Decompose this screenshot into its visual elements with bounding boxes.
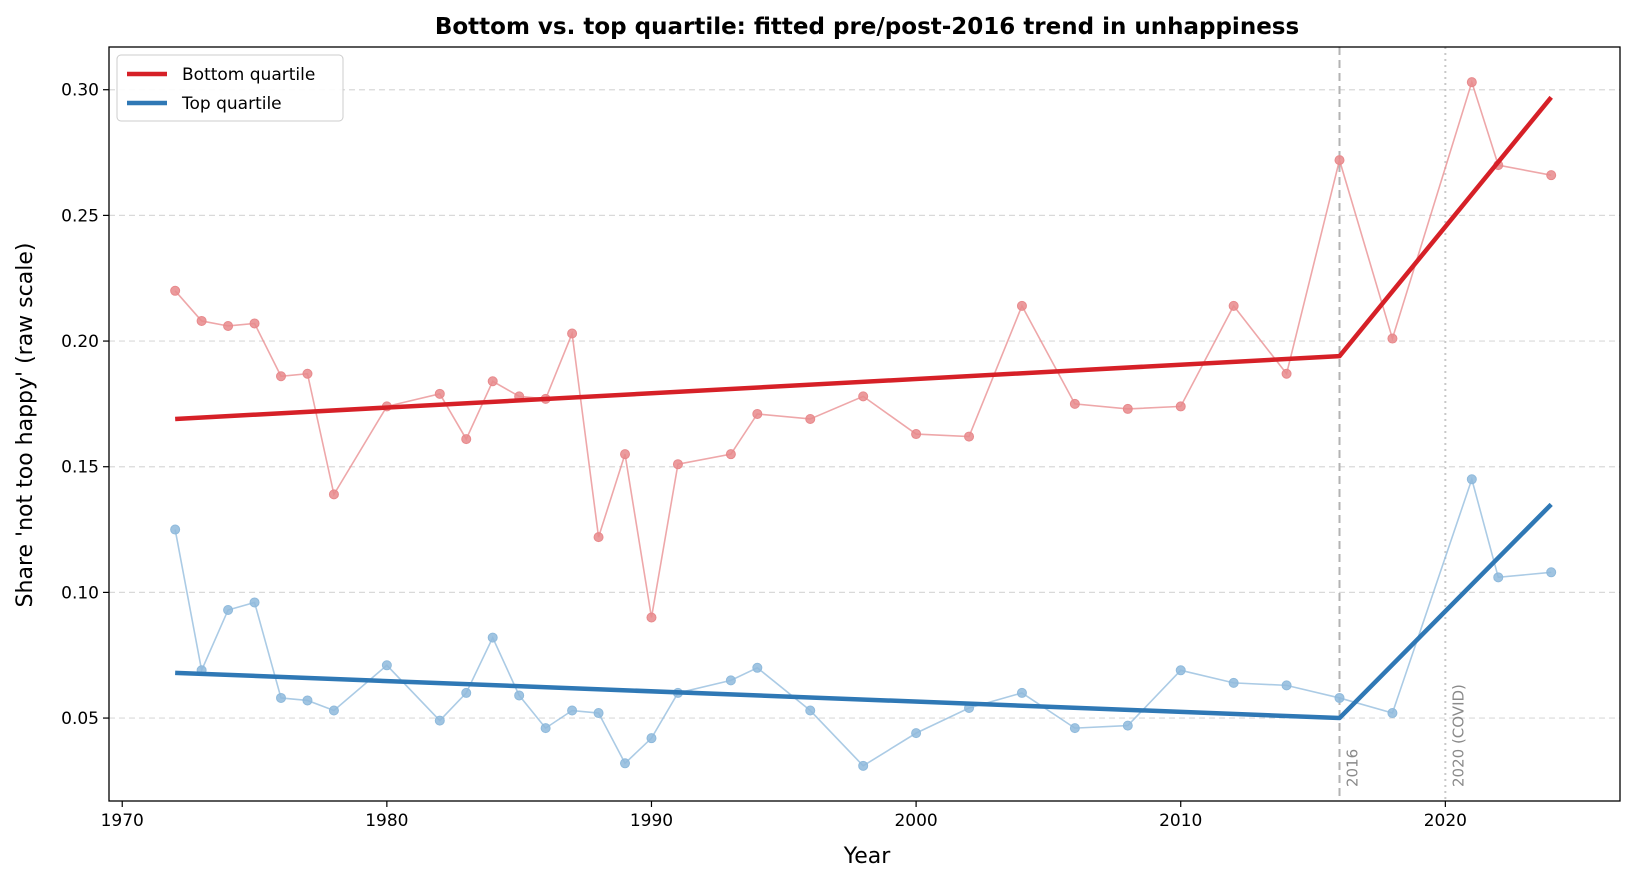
data-point <box>752 662 763 673</box>
data-point <box>911 429 922 440</box>
data-point <box>567 328 578 339</box>
data-point <box>1281 680 1292 691</box>
data-point <box>1546 567 1557 578</box>
data-point <box>1334 692 1345 703</box>
data-point <box>249 597 260 608</box>
data-point <box>461 434 472 445</box>
legend-entry: Bottom quartile <box>182 65 315 85</box>
data-point <box>1493 572 1504 583</box>
data-point <box>170 285 181 296</box>
y-tick-label: 0.10 <box>61 583 99 603</box>
data-point <box>223 320 234 331</box>
raw-series-line <box>174 476 1552 767</box>
data-point <box>434 388 445 399</box>
data-point <box>276 371 287 382</box>
reference-line-label: 2020 (COVID) <box>1449 684 1467 787</box>
x-tick-label: 1970 <box>101 811 144 831</box>
data-point <box>276 692 287 703</box>
data-point <box>1546 170 1557 181</box>
data-point <box>1016 300 1027 311</box>
legend: Bottom quartile Top quartile <box>116 54 344 122</box>
data-point <box>752 408 763 419</box>
data-point <box>911 728 922 739</box>
data-point <box>1175 665 1186 676</box>
y-tick-label: 0.30 <box>61 81 99 101</box>
data-point <box>223 604 234 615</box>
data-point <box>328 705 339 716</box>
data-point <box>1466 474 1477 485</box>
reference-line-label: 2016 <box>1343 749 1361 787</box>
data-point <box>805 413 816 424</box>
x-tick-label: 2010 <box>1159 811 1202 831</box>
raw-series-layer <box>170 77 1557 771</box>
data-point <box>381 660 392 671</box>
data-point <box>1175 401 1186 412</box>
y-axis-title: Share 'not too happy' (raw scale) <box>13 243 38 608</box>
data-point <box>1122 720 1133 731</box>
data-point <box>620 758 631 769</box>
plot-frame <box>108 46 1621 802</box>
legend-entry: Top quartile <box>181 94 282 114</box>
data-point <box>487 376 498 387</box>
x-axis-ticks: 1970 1980 1990 2000 2010 2020 <box>101 801 1467 831</box>
data-point <box>487 632 498 643</box>
data-point <box>1334 155 1345 166</box>
data-point <box>1069 398 1080 409</box>
data-point <box>1228 300 1239 311</box>
y-tick-label: 0.20 <box>61 332 99 352</box>
data-point <box>620 449 631 460</box>
fitted-trend-line <box>175 502 1553 721</box>
data-point <box>646 612 657 623</box>
fitted-trend-layer <box>175 95 1553 721</box>
chart-title: Bottom vs. top quartile: fitted pre/post… <box>435 14 1299 40</box>
data-point <box>196 315 207 326</box>
data-point <box>461 687 472 698</box>
x-tick-label: 1980 <box>365 811 408 831</box>
data-point <box>646 733 657 744</box>
x-tick-label: 1990 <box>630 811 673 831</box>
data-point <box>1228 677 1239 688</box>
data-point <box>1069 723 1080 734</box>
data-point <box>302 695 313 706</box>
data-point <box>1122 403 1133 414</box>
data-point <box>567 705 578 716</box>
data-point <box>725 675 736 686</box>
data-point <box>858 760 869 771</box>
data-point <box>964 431 975 442</box>
data-point <box>1387 333 1398 344</box>
legend-box <box>116 54 344 122</box>
data-point <box>672 459 683 470</box>
grid-layer <box>109 89 1620 719</box>
data-point <box>540 723 551 734</box>
y-tick-label: 0.25 <box>61 206 99 226</box>
data-point <box>725 449 736 460</box>
data-point <box>328 489 339 500</box>
data-point <box>249 318 260 329</box>
y-axis-ticks: 0.05 0.10 0.15 0.20 0.25 0.30 <box>61 81 109 729</box>
data-point <box>1387 708 1398 719</box>
data-point <box>434 715 445 726</box>
data-point <box>858 391 869 402</box>
data-point <box>1016 687 1027 698</box>
x-tick-label: 2000 <box>894 811 937 831</box>
data-point <box>514 690 525 701</box>
y-tick-label: 0.15 <box>61 458 99 478</box>
fitted-trend-line <box>175 95 1553 422</box>
data-point <box>1466 77 1477 88</box>
data-point <box>170 524 181 535</box>
data-point <box>1281 368 1292 379</box>
reference-lines: 2016 2020 (COVID) <box>1338 47 1467 801</box>
data-point <box>302 368 313 379</box>
x-tick-label: 2020 <box>1424 811 1467 831</box>
x-axis-title: Year <box>843 844 892 869</box>
y-tick-label: 0.05 <box>61 709 99 729</box>
data-point <box>593 532 604 543</box>
data-point <box>593 708 604 719</box>
data-point <box>805 705 816 716</box>
